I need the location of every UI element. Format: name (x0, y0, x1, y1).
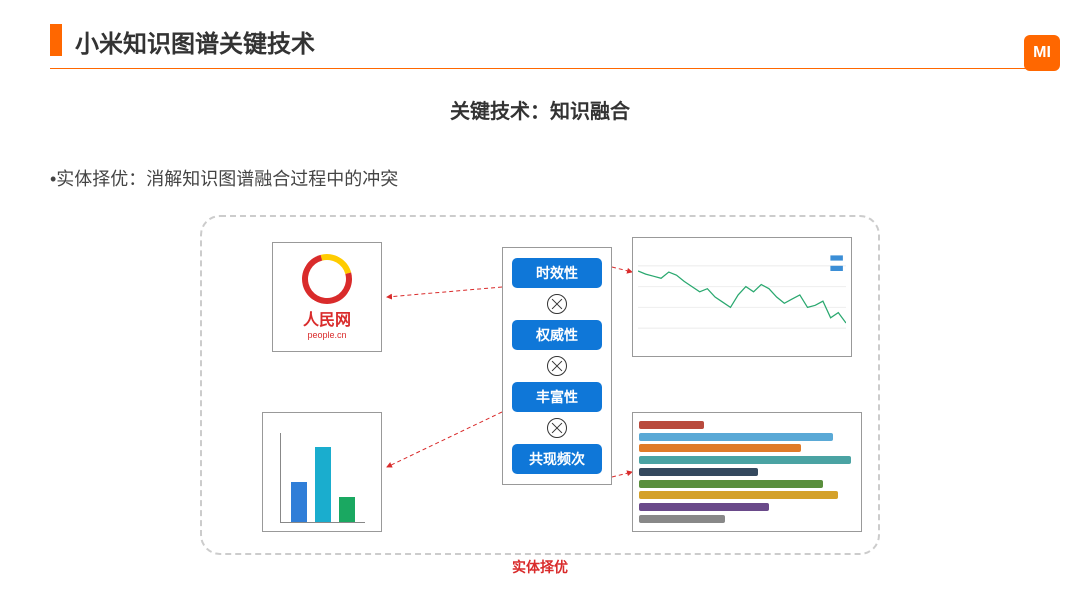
tensor-icon (547, 294, 567, 314)
hbar (639, 456, 851, 464)
node-authority: 权威性 (512, 320, 602, 350)
bullet-text: •实体择优：消解知识图谱融合过程中的冲突 (50, 165, 398, 191)
slide-title: 小米知识图谱关键技术 (75, 24, 315, 59)
panel-authority-logo: 人民网 people.cn (272, 242, 382, 352)
people-brand: 人民网 (303, 306, 351, 330)
tensor-icon (547, 356, 567, 376)
hbar (639, 468, 758, 476)
tensor-icon (547, 418, 567, 438)
swirl-icon (293, 245, 361, 313)
hbar (639, 444, 801, 452)
bar-chart-icon (280, 433, 365, 523)
slide-header: 小米知识图谱关键技术 MI (0, 20, 1080, 70)
hbar (639, 491, 838, 499)
subtitle: 关键技术：知识融合 (0, 95, 1080, 124)
hbar (639, 421, 704, 429)
hbar (639, 433, 833, 441)
hbar (639, 503, 769, 511)
center-flow: 时效性 权威性 丰富性 共现频次 (502, 247, 612, 485)
hbar (639, 480, 823, 488)
accent-bar (50, 24, 62, 56)
diagram-container: 人民网 people.cn 时效性 权威性 丰富性 共现频次 实体择优 (200, 215, 880, 555)
node-richness: 丰富性 (512, 382, 602, 412)
bar (339, 497, 355, 522)
mi-logo-icon: MI (1024, 35, 1060, 71)
diagram-caption: 实体择优 (202, 557, 878, 577)
node-timeliness: 时效性 (512, 258, 602, 288)
panel-bar-chart (262, 412, 382, 532)
bar (315, 447, 331, 522)
people-sub: people.cn (307, 330, 346, 340)
hbar (639, 515, 725, 523)
line-chart-icon (638, 243, 846, 351)
header-underline (50, 68, 1030, 69)
panel-line-chart (632, 237, 852, 357)
panel-hbar-chart (632, 412, 862, 532)
node-cooccurrence: 共现频次 (512, 444, 602, 474)
bar (291, 482, 307, 522)
